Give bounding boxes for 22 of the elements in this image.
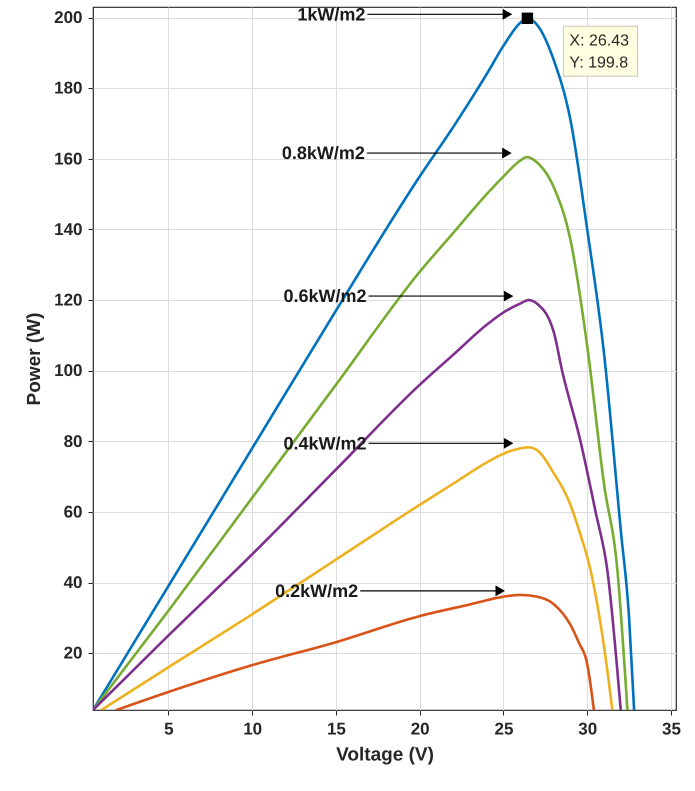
y-tick-label: 40 xyxy=(64,573,82,592)
y-tick-label: 20 xyxy=(64,644,82,663)
x-tick-label: 10 xyxy=(243,720,262,738)
y-tick-label: 180 xyxy=(54,78,82,98)
y-tick-label: 140 xyxy=(54,220,82,239)
x-tick-label: 35 xyxy=(662,720,681,738)
x-tick-label: 15 xyxy=(326,720,346,738)
y-tick-label: 160 xyxy=(54,149,82,168)
y-tick-label: 120 xyxy=(54,290,82,310)
x-tick-label: 20 xyxy=(410,720,430,738)
annotation: 0.8kW/m2 xyxy=(282,143,365,164)
x-tick-label: 30 xyxy=(578,720,598,738)
y-tick-label: 80 xyxy=(64,432,82,451)
y-tick-label: 100 xyxy=(54,361,82,380)
x-axis-title: Voltage (V) xyxy=(336,744,434,766)
annotation: X: 26.43 Y: 199.8 xyxy=(569,32,630,72)
y-tick-label: 60 xyxy=(64,502,82,522)
x-tick-label: 5 xyxy=(164,720,174,738)
y-axis-title: Power (W) xyxy=(24,312,46,406)
annotation: 1kW/m2 xyxy=(297,4,366,24)
y-tick-label: 200 xyxy=(54,8,82,28)
x-tick-label: 25 xyxy=(494,720,514,738)
